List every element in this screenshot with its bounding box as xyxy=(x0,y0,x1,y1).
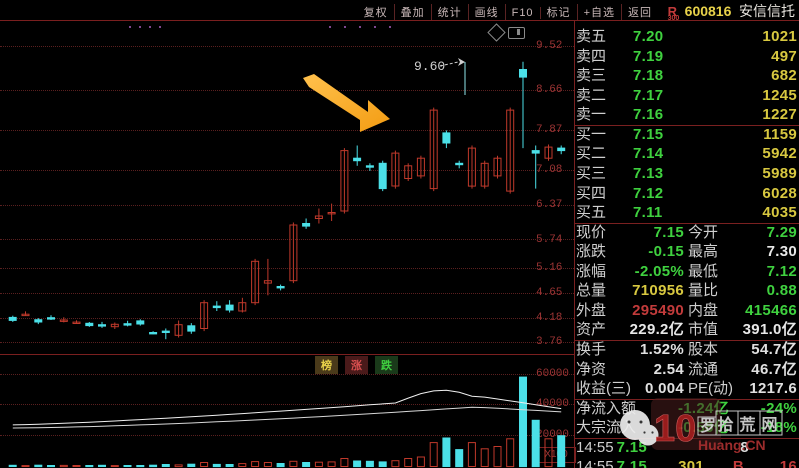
svg-text:10: 10 xyxy=(654,408,696,450)
svg-text:网: 网 xyxy=(762,416,778,434)
svg-text:荒: 荒 xyxy=(739,416,756,434)
svg-text:Huang.CN: Huang.CN xyxy=(698,437,766,453)
svg-text:拾: 拾 xyxy=(718,415,734,434)
svg-text:罗: 罗 xyxy=(700,417,716,435)
